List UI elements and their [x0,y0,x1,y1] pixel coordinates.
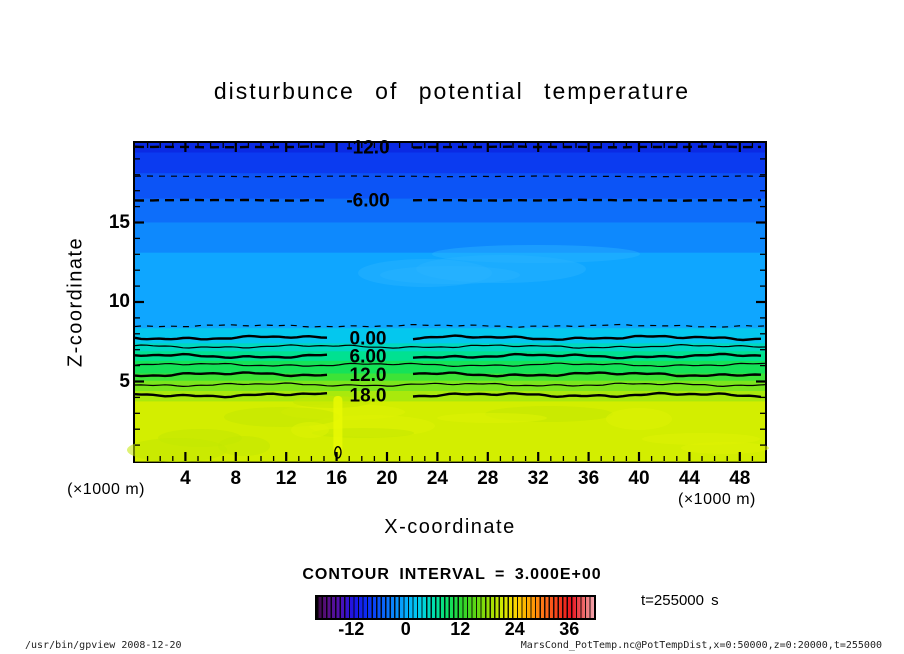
colorbar-tick-label: 24 [504,619,525,639]
x-tick-label: 28 [477,468,499,489]
y-tick-label: 5 [119,370,130,392]
page-title: disturbunce of potential temperature [213,78,691,104]
y-tick-label: 15 [108,211,130,233]
y-tick-label: 10 [108,291,130,312]
contour-plot: -12.0 -6.00 0.00 6.00 12.0 18.0 [127,138,769,463]
svg-text:-12.0: -12.0 [346,138,389,159]
x-tick-label: 20 [376,468,398,489]
footer-dataset-text: MarsCond_PotTemp.nc@PotTempDist,x=0:5000… [520,640,882,651]
colorbar-tick-label: 0 [400,619,411,639]
x-tick-label: 32 [527,468,549,489]
x-tick-label: 44 [678,468,700,489]
x-tick-label: 24 [426,468,448,489]
x-tick-label: 12 [275,468,297,489]
contour-interval-label: CONTOUR INTERVAL = 3.000E+00 [302,566,602,583]
x-tick-label: 36 [578,468,600,489]
x-tick-label: 4 [180,468,191,489]
colorbar-tick-label: 36 [559,619,580,639]
svg-text:12.0: 12.0 [350,365,387,386]
colorbar-tick-label: 12 [450,619,471,639]
x-axis-unit-label: (×1000 m) [678,491,756,508]
x-tick-label: 48 [729,468,751,489]
footer-command-text: /usr/bin/gpview 2008-12-20 [25,640,182,651]
svg-text:18.0: 18.0 [350,386,387,407]
contour-plot-canvas: -12.0 -6.00 0.00 6.00 12.0 18.0 [127,138,769,462]
svg-text:6.00: 6.00 [350,347,387,368]
x-axis-title: X-coordinate [384,516,516,538]
y-axis-title: Z-coordinate [64,236,87,368]
x-tick-label: 16 [326,468,348,489]
time-label: t=255000 s [641,592,719,609]
colorbar-tick-label: -12 [338,619,365,639]
colorbar [315,595,596,620]
y-axis-unit-label: (×1000 m) [67,481,145,498]
svg-text:0.00: 0.00 [350,328,387,349]
x-tick-label: 40 [628,468,650,489]
svg-text:-6.00: -6.00 [346,191,389,212]
x-tick-label: 8 [230,468,242,489]
